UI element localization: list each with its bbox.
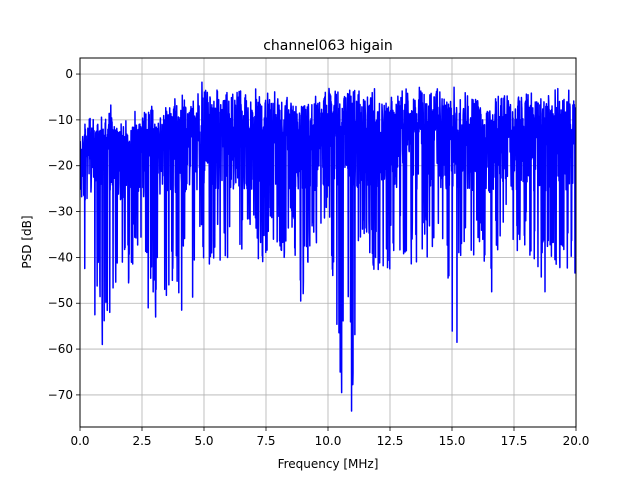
y-tick-label: −20 [48,159,73,173]
y-tick-label: −10 [48,113,73,127]
psd-series-line [80,81,576,412]
y-tick-label: −60 [48,342,73,356]
x-tick-label: 2.5 [132,434,151,448]
x-tick-label: 20.0 [563,434,590,448]
x-tick-label: 0.0 [70,434,89,448]
series-layer [80,81,576,412]
y-tick-label: −70 [48,388,73,402]
x-axis-label: Frequency [MHz] [278,457,379,471]
x-tick-label: 17.5 [501,434,528,448]
y-tick-label: 0 [65,67,73,81]
x-tick-label: 15.0 [439,434,466,448]
x-axis: 0.0 2.5 5.0 7.5 10.0 12.5 15.0 17.5 20.0 [70,427,589,448]
y-axis-label: PSD [dB] [20,215,34,268]
x-tick-label: 10.0 [315,434,342,448]
x-tick-label: 5.0 [194,434,213,448]
x-tick-label: 7.5 [256,434,275,448]
chart-title: channel063 higain [263,38,393,54]
y-axis: 0 −10 −20 −30 −40 −50 −60 −70 [48,67,80,402]
y-tick-label: −50 [48,296,73,310]
x-tick-label: 12.5 [377,434,404,448]
y-tick-label: −40 [48,250,73,264]
y-tick-label: −30 [48,205,73,219]
